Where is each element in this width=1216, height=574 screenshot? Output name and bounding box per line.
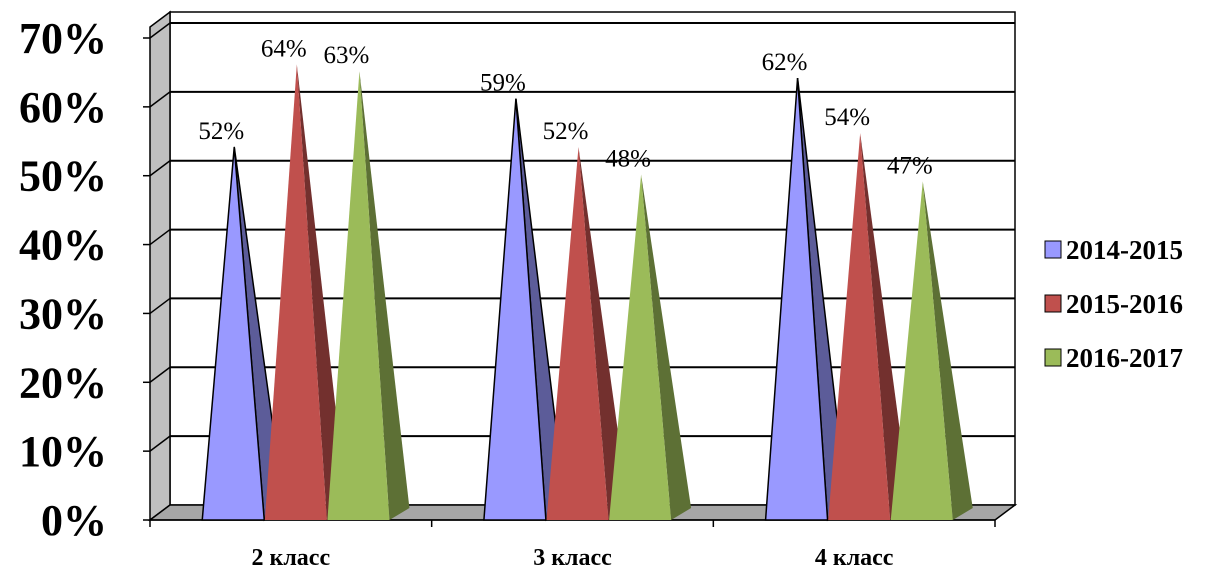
- gridline-side: [149, 22, 171, 39]
- pyramid-2015-2016-2 класс: [264, 64, 327, 521]
- gridline-side: [149, 366, 171, 383]
- pyramid-side-2015-2016-3 класс: [578, 146, 629, 520]
- pyramid-side-2015-2016-4 класс: [860, 133, 911, 520]
- x-tick-label: 2 класс: [252, 545, 331, 571]
- legend: 2014-2015 2015-2016 2016-2017: [1044, 235, 1183, 373]
- pyramid-2014-2015-2 класс: [201, 146, 266, 521]
- axes: 0% 10% 20% 30% 40% 50% 60% 70% 2 класс 3 класс 4 к…: [19, 14, 996, 571]
- y-tick-label: 0%: [41, 496, 107, 545]
- y-tick-label: 20%: [19, 358, 107, 407]
- data-labels: 52% 64% 63% 59% 52% 48% 62% 54% 47%: [198, 35, 932, 179]
- y-tick-label: 50%: [19, 152, 107, 201]
- y-tick-label: 40%: [19, 221, 107, 270]
- pyramid-2015-2016-4 класс: [828, 133, 891, 520]
- gridline-side: [149, 435, 171, 452]
- legend-swatch-2015-2016: [1044, 294, 1062, 313]
- legend-label-2014-2015: 2014-2015: [1066, 235, 1183, 265]
- pyramid-2015-2016-3 класс: [546, 146, 609, 520]
- legend-label-2015-2016: 2015-2016: [1066, 289, 1183, 319]
- pyramid-2016-2017-2 класс: [327, 71, 390, 520]
- data-marks: [201, 64, 973, 522]
- pyramid-side-2016-2017-4 класс: [922, 181, 973, 520]
- y-tick-label: 10%: [19, 427, 107, 476]
- x-tick-label: 4 класс: [815, 545, 894, 571]
- y-tick-label: 70%: [19, 14, 107, 63]
- gridline-side: [149, 160, 171, 177]
- pyramid-side-2016-2017-2 класс: [359, 71, 410, 520]
- x-tick-label: 3 класс: [533, 545, 612, 571]
- pyramid-2014-2015-4 класс: [764, 78, 829, 521]
- data-label: 48%: [605, 145, 651, 172]
- pyramid-2016-2017-3 класс: [609, 174, 672, 520]
- data-label: 47%: [887, 152, 933, 179]
- data-label: 64%: [261, 35, 307, 62]
- data-label: 63%: [324, 42, 370, 69]
- pyramid-2016-2017-4 класс: [890, 181, 953, 520]
- gridline-side: [149, 297, 171, 315]
- y-tick-label: 60%: [19, 83, 107, 132]
- pyramid-2014-2015-3 класс: [483, 98, 547, 521]
- data-label: 54%: [824, 104, 870, 131]
- legend-label-2016-2017: 2016-2017: [1066, 343, 1183, 373]
- data-label: 52%: [543, 118, 589, 145]
- pyramid-side-2015-2016-2 класс: [296, 64, 347, 521]
- data-label: 52%: [198, 118, 244, 145]
- gridline-side: [149, 91, 171, 108]
- y-tick-label: 30%: [19, 289, 107, 338]
- data-label: 59%: [480, 70, 526, 97]
- legend-swatch-2016-2017: [1044, 348, 1062, 367]
- data-label: 62%: [762, 49, 808, 76]
- pyramid-side-2016-2017-3 класс: [641, 174, 692, 520]
- legend-swatch-2014-2015: [1044, 240, 1062, 259]
- gridline-side: [149, 228, 171, 246]
